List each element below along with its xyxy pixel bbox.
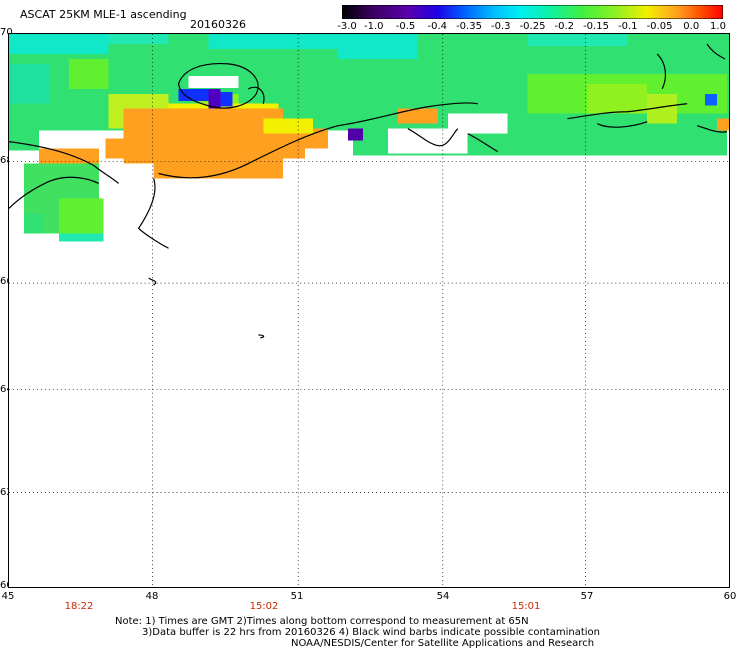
colorbar-label: -3.0 <box>337 21 357 32</box>
lat-label-68: 68 <box>0 155 13 166</box>
colorbar-label: -0.1 <box>617 21 638 32</box>
footer-note-1: Note: 1) Times are GMT 2)Times along bot… <box>115 616 529 627</box>
colorbar-label: -0.2 <box>554 21 575 32</box>
lon-label-54: 54 <box>436 591 450 602</box>
product-title: ASCAT 25KM MLE-1 ascending <box>20 8 187 21</box>
colorbar <box>342 5 723 19</box>
footer-note-3: NOAA/NESDIS/Center for Satellite Applica… <box>291 638 595 649</box>
colorbar-label: -0.5 <box>395 21 416 32</box>
lon-label-60: 60 <box>723 591 737 602</box>
data-field <box>9 34 729 242</box>
time-label-2: 15:02 <box>249 601 279 612</box>
colorbar-label: -0.3 <box>490 21 511 32</box>
lat-label-64: 64 <box>0 384 13 395</box>
lat-label-62: 62 <box>0 487 13 498</box>
colorbar-label: -0.15 <box>583 21 609 32</box>
colorbar-label: 0.0 <box>683 21 700 32</box>
colorbar-label: -0.4 <box>427 21 448 32</box>
graticule <box>9 34 729 587</box>
lon-label-51: 51 <box>290 591 304 602</box>
lon-label-48: 48 <box>145 591 159 602</box>
coastline <box>9 43 728 339</box>
time-label-1: 18:22 <box>64 601 94 612</box>
colorbar-label: 1.0 <box>710 21 726 32</box>
colorbar-label: -0.25 <box>519 21 546 32</box>
lon-label-57: 57 <box>580 591 594 602</box>
footer-note-2: 3)Data buffer is 22 hrs from 20160326 4)… <box>142 627 600 638</box>
lat-label-70: 70 <box>0 27 13 38</box>
colorbar-label: -0.05 <box>646 21 673 32</box>
product-date: 20160326 <box>190 18 246 31</box>
wind-map <box>8 33 730 588</box>
colorbar-label: -0.35 <box>456 21 482 32</box>
lat-label-60: 60 <box>0 580 13 591</box>
colorbar-label: -1.0 <box>363 21 384 32</box>
lat-label-66: 66 <box>0 276 13 287</box>
lon-label-45: 45 <box>1 591 15 602</box>
time-label-3: 15:01 <box>511 601 541 612</box>
